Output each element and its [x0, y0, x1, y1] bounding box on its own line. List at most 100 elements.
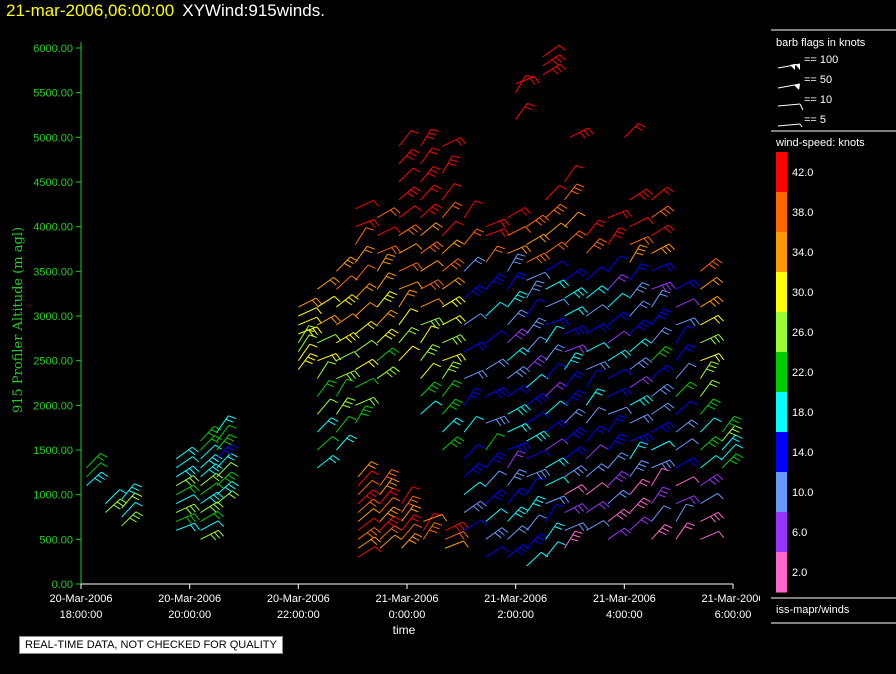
- wind-barb: [607, 489, 630, 504]
- y-tick-label: 2500.00: [33, 356, 73, 368]
- wind-barb: [420, 381, 442, 397]
- wind-barb: [564, 268, 588, 281]
- wind-barb: [651, 459, 676, 471]
- wind-barb: [675, 495, 700, 505]
- wind-barb: [355, 358, 379, 371]
- y-tick-label: 0.00: [52, 579, 73, 591]
- wind-barb: [700, 353, 725, 362]
- wind-barb: [441, 239, 465, 254]
- wind-barb: [507, 450, 526, 469]
- wind-barb: [700, 455, 723, 469]
- wind-barb: [200, 520, 224, 531]
- wind-barb: [629, 460, 650, 478]
- wind-barb: [545, 495, 570, 505]
- colorbar-swatch: [776, 552, 787, 593]
- wind-barb: [629, 319, 652, 335]
- wind-barb: [564, 287, 588, 299]
- wind-barb: [86, 471, 109, 487]
- wind-barb: [298, 326, 323, 337]
- wind-barb: [376, 207, 401, 219]
- wind-barb: [335, 378, 355, 397]
- wind-barb: [485, 228, 510, 237]
- wind-barb: [507, 226, 532, 237]
- y-tick-label: 3000.00: [33, 311, 73, 323]
- wind-barb: [545, 419, 569, 433]
- x-tick-label-date: 20-Mar-2006: [50, 593, 113, 605]
- wind-barb: [564, 446, 588, 460]
- wind-barb: [357, 546, 382, 558]
- wind-barb: [398, 224, 422, 237]
- wind-barb: [585, 482, 609, 496]
- wind-barb: [297, 353, 318, 370]
- wind-barb: [675, 317, 700, 327]
- wind-barb: [420, 165, 441, 183]
- wind-barb: [355, 283, 377, 299]
- wind-barb: [607, 255, 629, 272]
- wind-barb: [607, 470, 630, 487]
- barb-legend-label-10: == 10: [804, 94, 832, 106]
- wind-barb: [607, 274, 629, 290]
- barb-legend-title: barb flags in knots: [776, 37, 866, 49]
- wind-barb: [354, 405, 374, 424]
- wind-barb: [585, 463, 609, 478]
- wind-barb: [298, 307, 322, 317]
- wind-barb: [526, 411, 550, 424]
- wind-barb: [398, 326, 420, 344]
- wind-barb: [485, 527, 509, 540]
- wind-barb: [463, 341, 488, 353]
- wind-barb: [420, 344, 441, 361]
- wind-barb: [675, 419, 699, 433]
- wind-barb: [398, 345, 420, 362]
- wind-barb: [607, 311, 631, 326]
- colorbar-swatch: [776, 152, 787, 193]
- wind-barb: [564, 230, 587, 245]
- wind-barb: [175, 503, 200, 515]
- wind-barb: [507, 506, 529, 522]
- title-text: XYWind:915winds.: [182, 1, 325, 20]
- wind-barb: [607, 452, 629, 469]
- wind-barb: [526, 373, 549, 388]
- wind-barb: [336, 370, 361, 381]
- wind-barb: [564, 503, 589, 514]
- title-datetime: 21-mar-2006,06:00:00: [6, 1, 175, 20]
- wind-barb: [200, 463, 223, 478]
- wind-barb: [507, 385, 531, 397]
- wind-barb: [629, 433, 654, 444]
- wind-barb: [651, 289, 671, 308]
- wind-barb: [651, 345, 673, 362]
- wind-barb: [398, 167, 421, 183]
- wind-barb: [336, 351, 360, 362]
- x-tick-label-time: 4:00:00: [606, 609, 643, 621]
- wind-barb: [699, 379, 720, 397]
- wind-barb: [700, 417, 722, 433]
- wind-barb: [675, 362, 697, 379]
- wind-barb: [355, 302, 378, 317]
- wind-barb: [675, 381, 698, 397]
- x-tick-label-date: 20-Mar-2006: [267, 593, 330, 605]
- wind-barb: [485, 358, 509, 371]
- wind-barb: [545, 381, 567, 397]
- y-tick-label: 500.00: [39, 534, 73, 546]
- wind-barb: [507, 404, 531, 415]
- wind-barb: [675, 438, 699, 451]
- wind-barb: [586, 323, 610, 335]
- wind-barb: [700, 436, 723, 451]
- wind-barb: [200, 482, 224, 496]
- wind-barb: [463, 256, 486, 272]
- wind-barb: [607, 527, 631, 540]
- quality-notice: REAL-TIME DATA, NOT CHECKED FOR QUALITY: [19, 636, 283, 654]
- wind-barb: [675, 503, 694, 522]
- wind-barb: [444, 521, 469, 533]
- wind-barb: [420, 222, 443, 236]
- wind-barb: [442, 296, 466, 308]
- wind-barb: [607, 508, 631, 522]
- wind-barb: [200, 435, 222, 451]
- x-tick-label-date: 21-Mar-2006: [593, 593, 656, 605]
- wind-barb: [526, 271, 551, 281]
- wind-barb: [216, 490, 240, 504]
- wind-barb: [420, 260, 444, 272]
- wind-barb: [526, 336, 548, 353]
- wind-barb: [317, 276, 341, 290]
- y-tick-label: 5000.00: [33, 132, 73, 144]
- x-tick-label-time: 20:00:00: [168, 609, 211, 621]
